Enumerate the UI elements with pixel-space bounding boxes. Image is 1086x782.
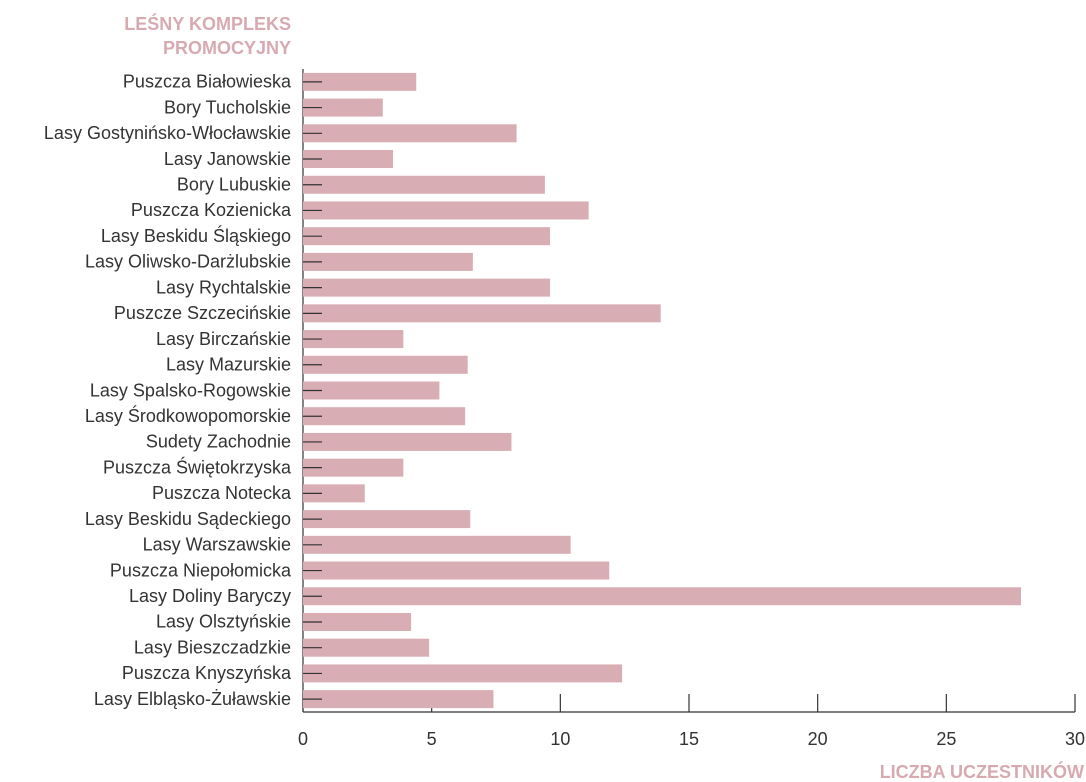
x-tick-label: 0 [298,729,308,749]
y-tick-label: Lasy Elbląsko-Żuławskie [94,689,291,709]
y-tick-label: Lasy Mazurskie [166,355,291,375]
y-tick-label: Puszcza Świętokrzyska [103,456,292,477]
y-tick-label: Lasy Olsztyńskie [156,612,291,632]
bar [303,330,404,349]
y-tick-label: Lasy Janowskie [164,149,291,169]
y-tick-label: Lasy Gostynińsko-Włocławskie [44,123,291,143]
y-tick-label: Lasy Spalsko-Rogowskie [90,380,291,400]
x-tick-label: 5 [427,729,437,749]
bar [303,124,517,143]
bar [303,355,468,374]
y-tick-label: Puszcza Knyszyńska [122,663,292,683]
bar [303,175,545,194]
y-tick-label: Puszcza Niepołomicka [110,560,292,580]
y-tick-label: Lasy Birczańskie [156,329,291,349]
bar [303,304,661,323]
bar [303,561,610,580]
bar [303,612,412,631]
x-tick-label: 15 [679,729,699,749]
x-tick-label: 20 [808,729,828,749]
bar [303,484,365,503]
bar [303,201,589,220]
bar [303,458,404,477]
x-tick-label: 30 [1065,729,1085,749]
x-tick-label: 10 [550,729,570,749]
y-tick-label: Sudety Zachodnie [146,432,291,452]
y-tick-label: Puszcza Notecka [152,483,292,503]
y-tick-label: Puszcze Szczecińskie [114,303,291,323]
x-axis-title: LICZBA UCZESTNIKÓW [879,762,1084,782]
bar [303,587,1021,606]
bar [303,252,473,271]
bar [303,432,512,451]
y-tick-label: Puszcza Białowieska [123,72,292,92]
bar [303,407,466,426]
y-tick-label: Bory Tucholskie [164,97,291,117]
y-tick-label: Lasy Beskidu Sądeckiego [85,509,291,529]
y-tick-label: Puszcza Kozienicka [131,200,292,220]
y-tick-label: Lasy Rychtalskie [156,277,291,297]
y-tick-label: Bory Lubuskie [177,174,291,194]
bar [303,278,551,297]
y-tick-label: Lasy Doliny Baryczy [129,586,291,606]
bar [303,690,494,709]
bar [303,72,417,91]
x-tick-label: 25 [936,729,956,749]
y-tick-label: Lasy Beskidu Śląskiego [101,225,291,246]
bar [303,535,571,554]
y-tick-label: Lasy Oliwsko-Darżlubskie [85,252,291,272]
bar [303,98,383,117]
bar [303,381,440,400]
bar [303,638,430,657]
y-tick-label: Lasy Bieszczadzkie [134,637,291,657]
bar [303,664,623,683]
bar [303,227,551,246]
y-axis-title: LEŚNY KOMPLEKS PROMOCYJNY [124,14,291,58]
y-tick-label: Lasy Środkowopomorskie [85,405,291,426]
bar [303,510,471,529]
bar [303,150,394,169]
y-tick-label: Lasy Warszawskie [143,535,291,555]
